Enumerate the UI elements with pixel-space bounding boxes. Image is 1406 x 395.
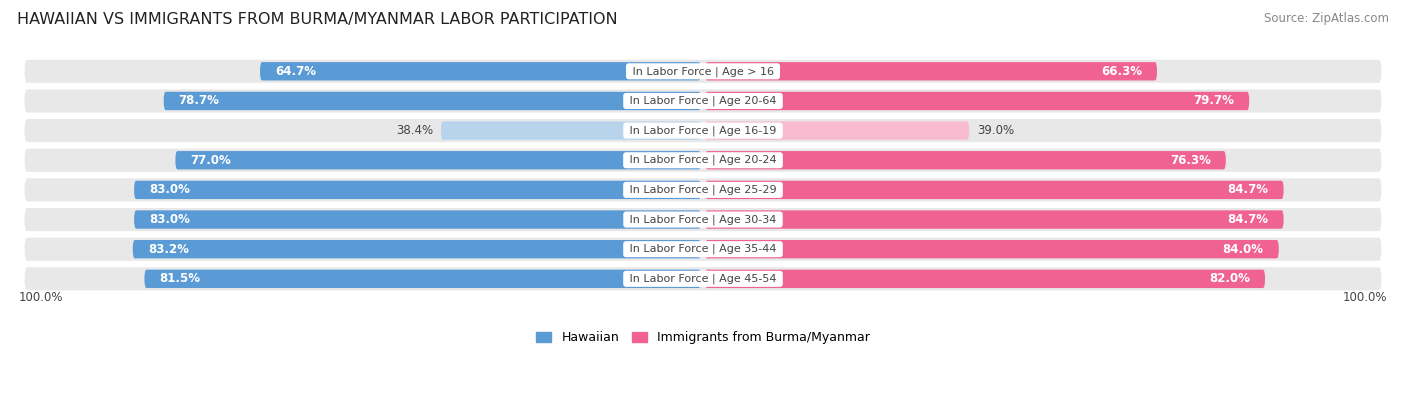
Text: 100.0%: 100.0%	[18, 291, 63, 304]
FancyBboxPatch shape	[706, 151, 1226, 169]
FancyBboxPatch shape	[24, 119, 1382, 142]
FancyBboxPatch shape	[145, 270, 700, 288]
FancyBboxPatch shape	[706, 211, 1284, 229]
FancyBboxPatch shape	[706, 240, 1279, 258]
Text: 83.2%: 83.2%	[148, 243, 188, 256]
Text: HAWAIIAN VS IMMIGRANTS FROM BURMA/MYANMAR LABOR PARTICIPATION: HAWAIIAN VS IMMIGRANTS FROM BURMA/MYANMA…	[17, 12, 617, 27]
Text: 100.0%: 100.0%	[1343, 291, 1388, 304]
Text: In Labor Force | Age 45-54: In Labor Force | Age 45-54	[626, 274, 780, 284]
Text: 83.0%: 83.0%	[149, 213, 190, 226]
Text: In Labor Force | Age 30-34: In Labor Force | Age 30-34	[626, 214, 780, 225]
Text: 81.5%: 81.5%	[159, 272, 201, 285]
Text: 78.7%: 78.7%	[179, 94, 219, 107]
Text: 64.7%: 64.7%	[276, 65, 316, 78]
Text: In Labor Force | Age 25-29: In Labor Force | Age 25-29	[626, 184, 780, 195]
Text: 79.7%: 79.7%	[1194, 94, 1234, 107]
FancyBboxPatch shape	[163, 92, 700, 110]
FancyBboxPatch shape	[706, 181, 1284, 199]
Text: 66.3%: 66.3%	[1101, 65, 1142, 78]
Text: 38.4%: 38.4%	[396, 124, 433, 137]
Text: 82.0%: 82.0%	[1209, 272, 1250, 285]
FancyBboxPatch shape	[24, 89, 1382, 113]
FancyBboxPatch shape	[706, 121, 969, 140]
FancyBboxPatch shape	[132, 240, 700, 258]
Text: 39.0%: 39.0%	[977, 124, 1014, 137]
FancyBboxPatch shape	[134, 181, 700, 199]
Text: In Labor Force | Age 16-19: In Labor Force | Age 16-19	[626, 125, 780, 136]
Text: 84.7%: 84.7%	[1227, 213, 1268, 226]
Text: In Labor Force | Age 20-24: In Labor Force | Age 20-24	[626, 155, 780, 166]
Text: 77.0%: 77.0%	[190, 154, 231, 167]
FancyBboxPatch shape	[706, 62, 1157, 81]
FancyBboxPatch shape	[260, 62, 700, 81]
Legend: Hawaiian, Immigrants from Burma/Myanmar: Hawaiian, Immigrants from Burma/Myanmar	[533, 327, 873, 348]
Text: 84.7%: 84.7%	[1227, 183, 1268, 196]
FancyBboxPatch shape	[24, 60, 1382, 83]
FancyBboxPatch shape	[24, 238, 1382, 261]
Text: 83.0%: 83.0%	[149, 183, 190, 196]
FancyBboxPatch shape	[134, 211, 700, 229]
Text: 76.3%: 76.3%	[1170, 154, 1211, 167]
FancyBboxPatch shape	[706, 270, 1265, 288]
Text: Source: ZipAtlas.com: Source: ZipAtlas.com	[1264, 12, 1389, 25]
FancyBboxPatch shape	[24, 267, 1382, 290]
FancyBboxPatch shape	[24, 178, 1382, 201]
Text: In Labor Force | Age 35-44: In Labor Force | Age 35-44	[626, 244, 780, 254]
FancyBboxPatch shape	[441, 121, 700, 140]
FancyBboxPatch shape	[24, 208, 1382, 231]
FancyBboxPatch shape	[176, 151, 700, 169]
FancyBboxPatch shape	[706, 92, 1249, 110]
Text: 84.0%: 84.0%	[1223, 243, 1264, 256]
Text: In Labor Force | Age > 16: In Labor Force | Age > 16	[628, 66, 778, 77]
Text: In Labor Force | Age 20-64: In Labor Force | Age 20-64	[626, 96, 780, 106]
FancyBboxPatch shape	[24, 149, 1382, 172]
